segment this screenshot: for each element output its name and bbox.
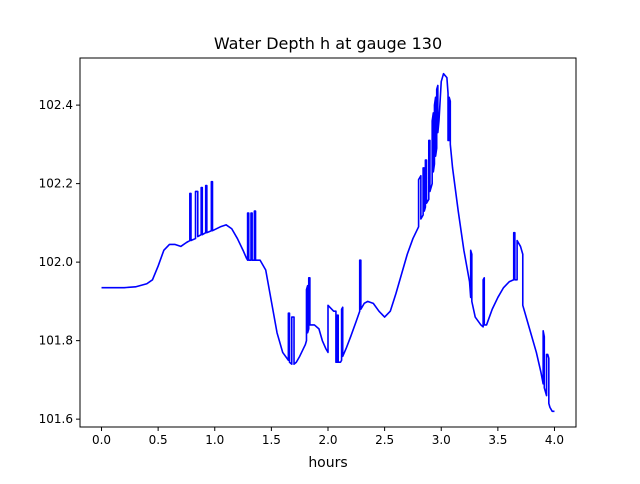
y-tick-label: 101.6	[39, 412, 73, 426]
series-group	[101, 72, 555, 413]
x-tick-label: 3.5	[488, 433, 507, 447]
series-line-0	[101, 72, 555, 413]
y-tick-label: 102.0	[39, 255, 73, 269]
y-tick-label: 102.2	[39, 177, 73, 191]
plot-area	[80, 58, 576, 427]
x-tick-label: 2.0	[318, 433, 337, 447]
x-axis-label: hours	[308, 455, 347, 471]
x-tick-label: 1.5	[262, 433, 281, 447]
x-tick-label: 3.0	[432, 433, 451, 447]
x-axis-ticks: 0.0 0.5 1.0 1.5 2.0 2.5 3.0 3.5 4.0	[92, 427, 564, 447]
x-tick-label: 1.0	[205, 433, 224, 447]
chart-title: Water Depth h at gauge 130	[214, 34, 442, 53]
y-axis-ticks: 101.6 101.8 102.0 102.2 102.4	[39, 98, 80, 426]
x-tick-label: 2.5	[375, 433, 394, 447]
plot-frame	[79, 57, 577, 428]
y-tick-label: 102.4	[39, 98, 73, 112]
x-tick-label: 0.0	[92, 433, 111, 447]
x-tick-label: 4.0	[545, 433, 564, 447]
x-tick-label: 0.5	[149, 433, 168, 447]
y-tick-label: 101.8	[39, 334, 73, 348]
